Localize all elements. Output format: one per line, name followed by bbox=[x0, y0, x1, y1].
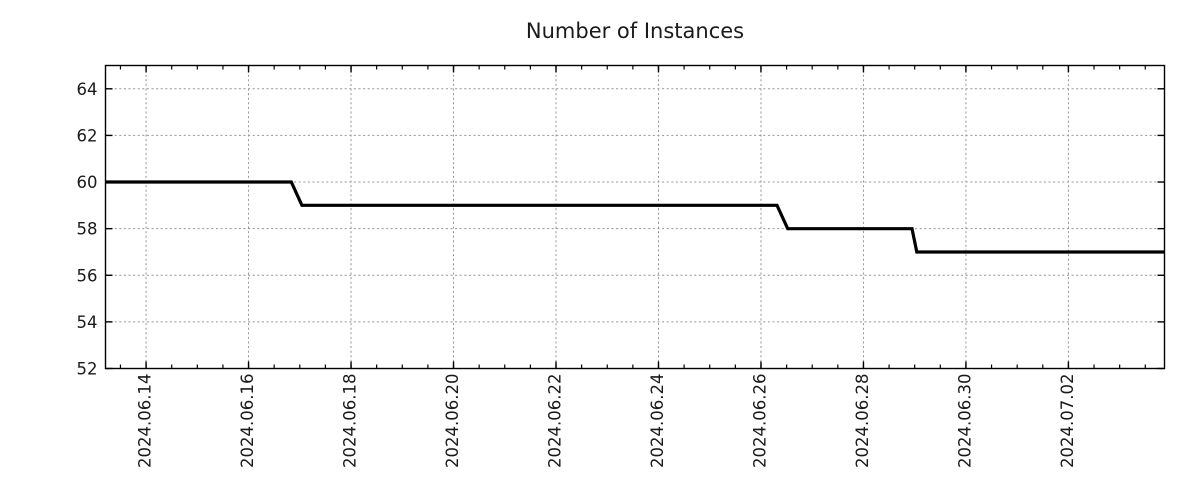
y-tick-label: 60 bbox=[77, 173, 98, 192]
x-tick-label: 2024.06.26 bbox=[750, 374, 769, 468]
x-tick-label: 2024.06.16 bbox=[238, 374, 257, 468]
chart-title: Number of Instances bbox=[526, 19, 744, 43]
data-line bbox=[105, 180, 1165, 254]
y-tick-label: 54 bbox=[77, 313, 98, 332]
x-tick-label: 2024.06.24 bbox=[648, 374, 667, 468]
x-tick-label: 2024.06.18 bbox=[341, 374, 360, 468]
y-tick-label: 52 bbox=[77, 360, 98, 379]
x-tick-label: 2024.06.30 bbox=[955, 374, 974, 468]
y-tick-label: 56 bbox=[77, 266, 98, 285]
x-tick-label: 2024.06.14 bbox=[136, 374, 155, 468]
x-tick-label: 2024.06.22 bbox=[546, 374, 565, 468]
y-tick-label: 64 bbox=[77, 80, 98, 99]
plot-border bbox=[104, 64, 1166, 370]
y-tick-label: 62 bbox=[77, 126, 98, 145]
y-tick-label: 58 bbox=[77, 220, 98, 239]
x-tick-label: 2024.07.02 bbox=[1058, 374, 1077, 468]
x-tick-label: 2024.06.20 bbox=[443, 374, 462, 468]
x-tick-label: 2024.06.28 bbox=[853, 374, 872, 468]
